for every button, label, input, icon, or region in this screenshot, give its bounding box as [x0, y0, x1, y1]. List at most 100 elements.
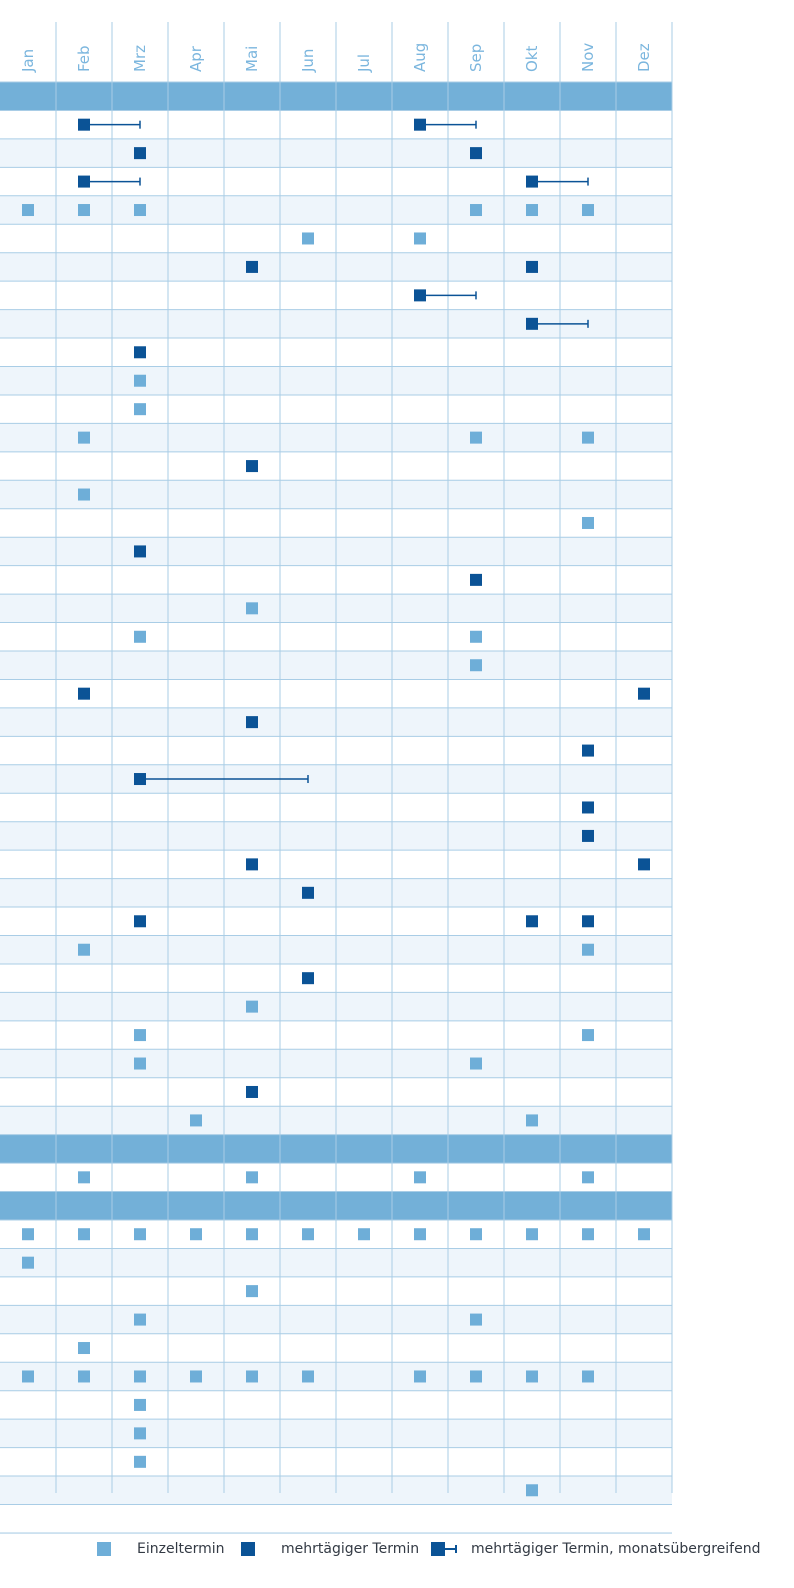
row-stripe	[0, 1532, 672, 1534]
event-marker-single	[582, 943, 594, 956]
legend-item-multi: mehrtägiger Termin	[241, 1534, 419, 1564]
event-marker-single	[22, 1228, 34, 1241]
legend: Einzeltermin mehrtägiger Termin mehrtägi…	[0, 1534, 794, 1564]
event-marker-single	[134, 1370, 146, 1383]
legend-label-multi: mehrtägiger Termin	[281, 1541, 420, 1557]
event-marker-multi	[134, 915, 146, 928]
legend-item-single: Einzeltermin	[97, 1534, 224, 1564]
event-marker-single	[78, 204, 90, 217]
event-marker-multi	[302, 886, 314, 899]
event-marker-single	[134, 1398, 146, 1411]
event-marker-multi	[582, 801, 594, 814]
month-label-sep: Sep	[467, 44, 485, 72]
event-marker-multi	[246, 460, 258, 473]
event-marker-single	[470, 659, 482, 672]
event-marker-single	[190, 1114, 202, 1127]
event-marker-multi	[134, 147, 146, 160]
event-marker-span	[414, 118, 426, 131]
month-label-mrz: Mrz	[131, 45, 149, 72]
event-marker-single	[638, 1228, 650, 1241]
event-marker-multi	[470, 147, 482, 160]
event-marker-single	[246, 1000, 258, 1013]
event-calendar-chart: Jan Feb Mrz Apr Mai Jun Jul Aug Sep Okt Nov Dez	[0, 22, 673, 1534]
event-marker-single	[246, 1228, 258, 1241]
event-marker-single	[470, 431, 482, 444]
event-marker-multi	[526, 915, 538, 928]
month-label-mai: Mai	[243, 46, 261, 72]
grid-lines	[0, 22, 673, 1534]
month-label-jul: Jul	[355, 54, 373, 73]
event-marker-single	[526, 1370, 538, 1383]
event-marker-single	[246, 1171, 258, 1184]
event-marker-span	[134, 773, 146, 786]
event-marker-multi	[302, 972, 314, 985]
event-marker-single	[582, 1370, 594, 1383]
event-marker-single	[302, 1370, 314, 1383]
event-marker-multi	[78, 687, 90, 700]
event-marker-single	[302, 1228, 314, 1241]
event-marker-single	[470, 630, 482, 643]
event-marker-multi	[134, 545, 146, 558]
event-marker-single	[358, 1228, 370, 1241]
event-marker-single	[78, 431, 90, 444]
event-marker-multi	[582, 744, 594, 757]
event-marker-single	[134, 630, 146, 643]
event-marker-single	[190, 1370, 202, 1383]
event-marker-span	[526, 317, 538, 330]
event-marker-single	[246, 1285, 258, 1298]
event-marker-single	[78, 1342, 90, 1355]
event-marker-multi	[638, 687, 650, 700]
event-marker-single	[78, 1370, 90, 1383]
event-marker-single	[470, 1057, 482, 1070]
event-marker-single	[414, 1171, 426, 1184]
event-marker-span	[78, 175, 90, 188]
event-marker-multi	[582, 829, 594, 842]
event-marker-single	[134, 1313, 146, 1326]
event-marker-single	[470, 204, 482, 217]
event-marker-single	[582, 1228, 594, 1241]
event-marker-single	[22, 1256, 34, 1269]
legend-span-icon	[431, 1542, 459, 1556]
event-marker-single	[134, 204, 146, 217]
event-marker-single	[78, 1171, 90, 1184]
event-marker-multi	[526, 260, 538, 273]
event-marker-single	[246, 1370, 258, 1383]
event-marker-single	[414, 1370, 426, 1383]
month-label-jun: Jun	[299, 49, 317, 73]
month-labels: Jan Feb Mrz Apr Mai Jun Jul Aug Sep Okt Nov Dez	[19, 43, 653, 73]
legend-multi-icon	[241, 1542, 269, 1556]
event-marker-single	[134, 1228, 146, 1241]
event-marker-multi	[638, 858, 650, 871]
event-marker-single	[134, 1029, 146, 1042]
legend-label-single: Einzeltermin	[137, 1541, 225, 1557]
event-marker-span	[526, 175, 538, 188]
month-label-nov: Nov	[579, 43, 597, 72]
event-marker-multi	[582, 915, 594, 928]
event-marker-single	[470, 1228, 482, 1241]
month-label-apr: Apr	[187, 45, 205, 72]
event-markers	[22, 118, 650, 1497]
event-marker-single	[582, 431, 594, 444]
month-label-dez: Dez	[635, 43, 653, 72]
event-marker-single	[414, 1228, 426, 1241]
event-marker-multi	[246, 858, 258, 871]
event-marker-single	[134, 1057, 146, 1070]
event-marker-single	[78, 943, 90, 956]
event-marker-single	[22, 204, 34, 217]
event-marker-single	[134, 1455, 146, 1468]
month-label-feb: Feb	[75, 45, 93, 72]
event-marker-single	[582, 1029, 594, 1042]
event-marker-single	[134, 403, 146, 416]
event-marker-single	[582, 204, 594, 217]
event-marker-single	[526, 1228, 538, 1241]
event-marker-single	[470, 1313, 482, 1326]
month-label-jan: Jan	[19, 49, 37, 73]
legend-label-span: mehrtägiger Termin, monatsübergreifend	[471, 1541, 761, 1557]
event-marker-multi	[134, 346, 146, 359]
event-marker-single	[526, 204, 538, 217]
event-marker-single	[246, 602, 258, 615]
event-marker-single	[78, 488, 90, 501]
event-marker-single	[526, 1114, 538, 1127]
event-marker-single	[134, 1427, 146, 1440]
legend-item-span: mehrtägiger Termin, monatsübergreifend	[431, 1534, 761, 1564]
